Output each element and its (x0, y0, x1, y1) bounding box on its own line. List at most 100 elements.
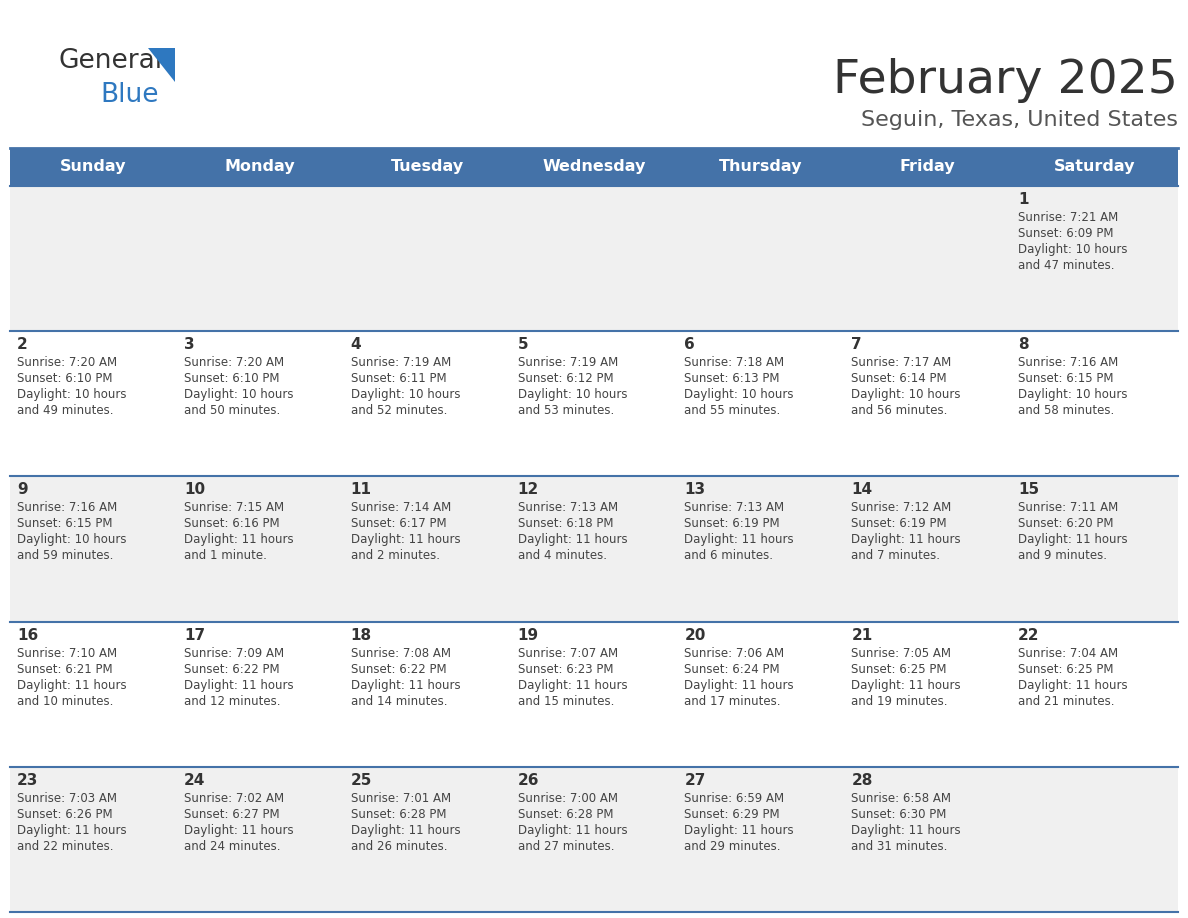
Text: Sunrise: 7:03 AM: Sunrise: 7:03 AM (17, 792, 116, 805)
Text: and 9 minutes.: and 9 minutes. (1018, 549, 1107, 563)
Text: Sunset: 6:22 PM: Sunset: 6:22 PM (350, 663, 447, 676)
Text: 14: 14 (852, 482, 872, 498)
Text: Sunset: 6:23 PM: Sunset: 6:23 PM (518, 663, 613, 676)
Text: Sunset: 6:21 PM: Sunset: 6:21 PM (17, 663, 113, 676)
Text: Sunrise: 7:12 AM: Sunrise: 7:12 AM (852, 501, 952, 514)
Text: 28: 28 (852, 773, 873, 788)
Text: Daylight: 11 hours: Daylight: 11 hours (852, 678, 961, 691)
Text: 2: 2 (17, 337, 27, 353)
Text: 13: 13 (684, 482, 706, 498)
Text: Sunrise: 7:20 AM: Sunrise: 7:20 AM (184, 356, 284, 369)
Text: Daylight: 11 hours: Daylight: 11 hours (684, 533, 794, 546)
Text: Daylight: 10 hours: Daylight: 10 hours (518, 388, 627, 401)
Text: Sunrise: 7:04 AM: Sunrise: 7:04 AM (1018, 646, 1118, 660)
Text: 16: 16 (17, 628, 38, 643)
Text: Sunrise: 6:58 AM: Sunrise: 6:58 AM (852, 792, 952, 805)
Text: 24: 24 (184, 773, 206, 788)
Text: and 2 minutes.: and 2 minutes. (350, 549, 440, 563)
Text: Daylight: 11 hours: Daylight: 11 hours (852, 533, 961, 546)
Text: 5: 5 (518, 337, 529, 353)
Text: and 1 minute.: and 1 minute. (184, 549, 267, 563)
Text: Daylight: 10 hours: Daylight: 10 hours (184, 388, 293, 401)
Text: and 52 minutes.: and 52 minutes. (350, 404, 447, 417)
Text: Sunrise: 7:01 AM: Sunrise: 7:01 AM (350, 792, 450, 805)
Text: Daylight: 11 hours: Daylight: 11 hours (350, 533, 460, 546)
Text: General: General (58, 48, 162, 74)
Text: 27: 27 (684, 773, 706, 788)
Text: and 19 minutes.: and 19 minutes. (852, 695, 948, 708)
Text: Sunrise: 7:07 AM: Sunrise: 7:07 AM (518, 646, 618, 660)
Text: Sunrise: 7:19 AM: Sunrise: 7:19 AM (350, 356, 451, 369)
Text: and 17 minutes.: and 17 minutes. (684, 695, 781, 708)
Text: Daylight: 10 hours: Daylight: 10 hours (350, 388, 460, 401)
Text: Sunset: 6:14 PM: Sunset: 6:14 PM (852, 372, 947, 386)
Text: Daylight: 10 hours: Daylight: 10 hours (17, 533, 126, 546)
Text: and 21 minutes.: and 21 minutes. (1018, 695, 1114, 708)
Text: 10: 10 (184, 482, 206, 498)
Text: Sunset: 6:12 PM: Sunset: 6:12 PM (518, 372, 613, 386)
Text: and 14 minutes.: and 14 minutes. (350, 695, 447, 708)
Text: Daylight: 11 hours: Daylight: 11 hours (684, 678, 794, 691)
Text: and 29 minutes.: and 29 minutes. (684, 840, 781, 853)
Text: Sunrise: 7:14 AM: Sunrise: 7:14 AM (350, 501, 451, 514)
Text: Seguin, Texas, United States: Seguin, Texas, United States (861, 110, 1178, 130)
Text: 6: 6 (684, 337, 695, 353)
Text: Sunrise: 7:15 AM: Sunrise: 7:15 AM (184, 501, 284, 514)
Text: and 59 minutes.: and 59 minutes. (17, 549, 113, 563)
Text: 22: 22 (1018, 628, 1040, 643)
Bar (10, 148, 1178, 186)
Text: Daylight: 11 hours: Daylight: 11 hours (350, 678, 460, 691)
Text: Daylight: 11 hours: Daylight: 11 hours (518, 678, 627, 691)
Text: and 12 minutes.: and 12 minutes. (184, 695, 280, 708)
Text: 7: 7 (852, 337, 862, 353)
Text: Sunset: 6:19 PM: Sunset: 6:19 PM (852, 518, 947, 531)
Text: 12: 12 (518, 482, 539, 498)
Text: and 56 minutes.: and 56 minutes. (852, 404, 948, 417)
Text: Sunrise: 7:02 AM: Sunrise: 7:02 AM (184, 792, 284, 805)
Text: and 55 minutes.: and 55 minutes. (684, 404, 781, 417)
Text: Daylight: 11 hours: Daylight: 11 hours (17, 823, 127, 837)
Text: 4: 4 (350, 337, 361, 353)
Text: Monday: Monday (225, 160, 296, 174)
Text: Sunset: 6:15 PM: Sunset: 6:15 PM (17, 518, 113, 531)
Text: Sunset: 6:22 PM: Sunset: 6:22 PM (184, 663, 279, 676)
Text: Sunrise: 7:18 AM: Sunrise: 7:18 AM (684, 356, 784, 369)
Text: Sunset: 6:30 PM: Sunset: 6:30 PM (852, 808, 947, 821)
Text: 9: 9 (17, 482, 27, 498)
Text: Sunset: 6:10 PM: Sunset: 6:10 PM (184, 372, 279, 386)
Text: Sunrise: 7:00 AM: Sunrise: 7:00 AM (518, 792, 618, 805)
Text: and 24 minutes.: and 24 minutes. (184, 840, 280, 853)
Text: 3: 3 (184, 337, 195, 353)
Text: Sunrise: 7:05 AM: Sunrise: 7:05 AM (852, 646, 952, 660)
Text: Sunset: 6:11 PM: Sunset: 6:11 PM (350, 372, 447, 386)
Text: Sunset: 6:28 PM: Sunset: 6:28 PM (350, 808, 447, 821)
Text: Daylight: 11 hours: Daylight: 11 hours (184, 533, 293, 546)
Text: Sunset: 6:26 PM: Sunset: 6:26 PM (17, 808, 113, 821)
Text: Daylight: 10 hours: Daylight: 10 hours (852, 388, 961, 401)
Text: Daylight: 11 hours: Daylight: 11 hours (17, 678, 127, 691)
Text: Sunset: 6:18 PM: Sunset: 6:18 PM (518, 518, 613, 531)
Text: 25: 25 (350, 773, 372, 788)
Bar (10, 331, 1178, 476)
Text: Sunday: Sunday (61, 160, 127, 174)
Text: 19: 19 (518, 628, 538, 643)
Text: 23: 23 (17, 773, 38, 788)
Text: Sunset: 6:28 PM: Sunset: 6:28 PM (518, 808, 613, 821)
Text: and 53 minutes.: and 53 minutes. (518, 404, 614, 417)
Text: 20: 20 (684, 628, 706, 643)
Bar (10, 767, 1178, 912)
Text: Sunset: 6:25 PM: Sunset: 6:25 PM (1018, 663, 1113, 676)
Text: Sunset: 6:10 PM: Sunset: 6:10 PM (17, 372, 113, 386)
Text: 18: 18 (350, 628, 372, 643)
Text: Thursday: Thursday (719, 160, 803, 174)
Bar (10, 621, 1178, 767)
Bar (10, 476, 1178, 621)
Text: February 2025: February 2025 (833, 58, 1178, 103)
Text: Sunrise: 7:06 AM: Sunrise: 7:06 AM (684, 646, 784, 660)
Text: Sunrise: 7:11 AM: Sunrise: 7:11 AM (1018, 501, 1118, 514)
Text: Sunset: 6:19 PM: Sunset: 6:19 PM (684, 518, 781, 531)
Text: Daylight: 10 hours: Daylight: 10 hours (17, 388, 126, 401)
Text: Sunrise: 7:19 AM: Sunrise: 7:19 AM (518, 356, 618, 369)
Text: Sunset: 6:27 PM: Sunset: 6:27 PM (184, 808, 279, 821)
Text: and 10 minutes.: and 10 minutes. (17, 695, 113, 708)
